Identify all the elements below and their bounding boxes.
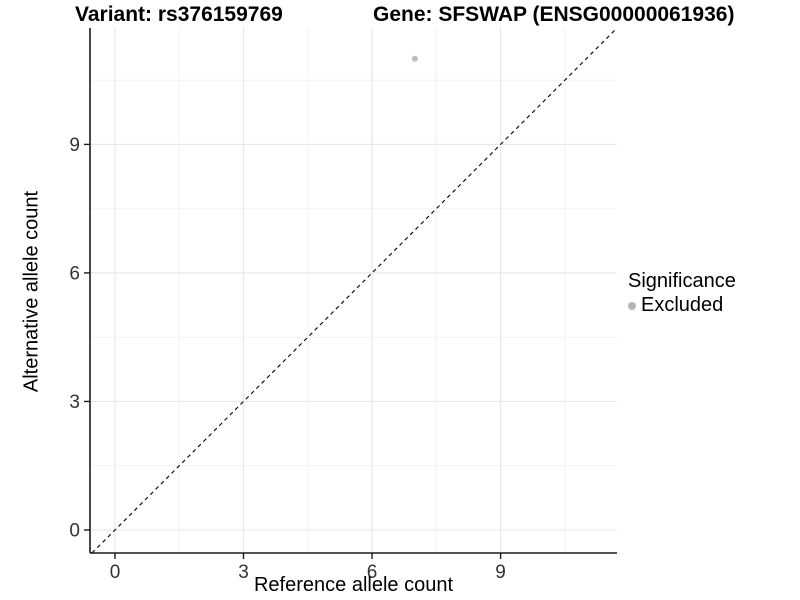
x-tick-label: 0 [110, 562, 121, 583]
gene-title: Gene: SFSWAP (ENSG00000061936) [373, 3, 735, 26]
y-tick-label: 9 [69, 135, 80, 156]
legend: Significance Excluded [628, 270, 736, 317]
variant-title: Variant: rs376159769 [75, 3, 283, 26]
y-tick-label: 6 [69, 263, 80, 284]
data-point [411, 55, 418, 62]
x-tick-label: 9 [495, 562, 506, 583]
x-tick-label: 6 [367, 562, 378, 583]
legend-point-icon [628, 301, 636, 310]
y-axis-title: Alternative allele count [20, 190, 43, 393]
y-tick-label: 0 [69, 520, 80, 541]
x-axis-title: Reference allele count [253, 574, 453, 596]
legend-item-excluded: Excluded [628, 294, 736, 317]
identity-line [91, 27, 618, 554]
legend-item-label: Excluded [641, 294, 724, 316]
x-tick-label: 3 [238, 562, 249, 583]
legend-title: Significance [628, 270, 736, 292]
y-tick-label: 3 [69, 392, 80, 413]
